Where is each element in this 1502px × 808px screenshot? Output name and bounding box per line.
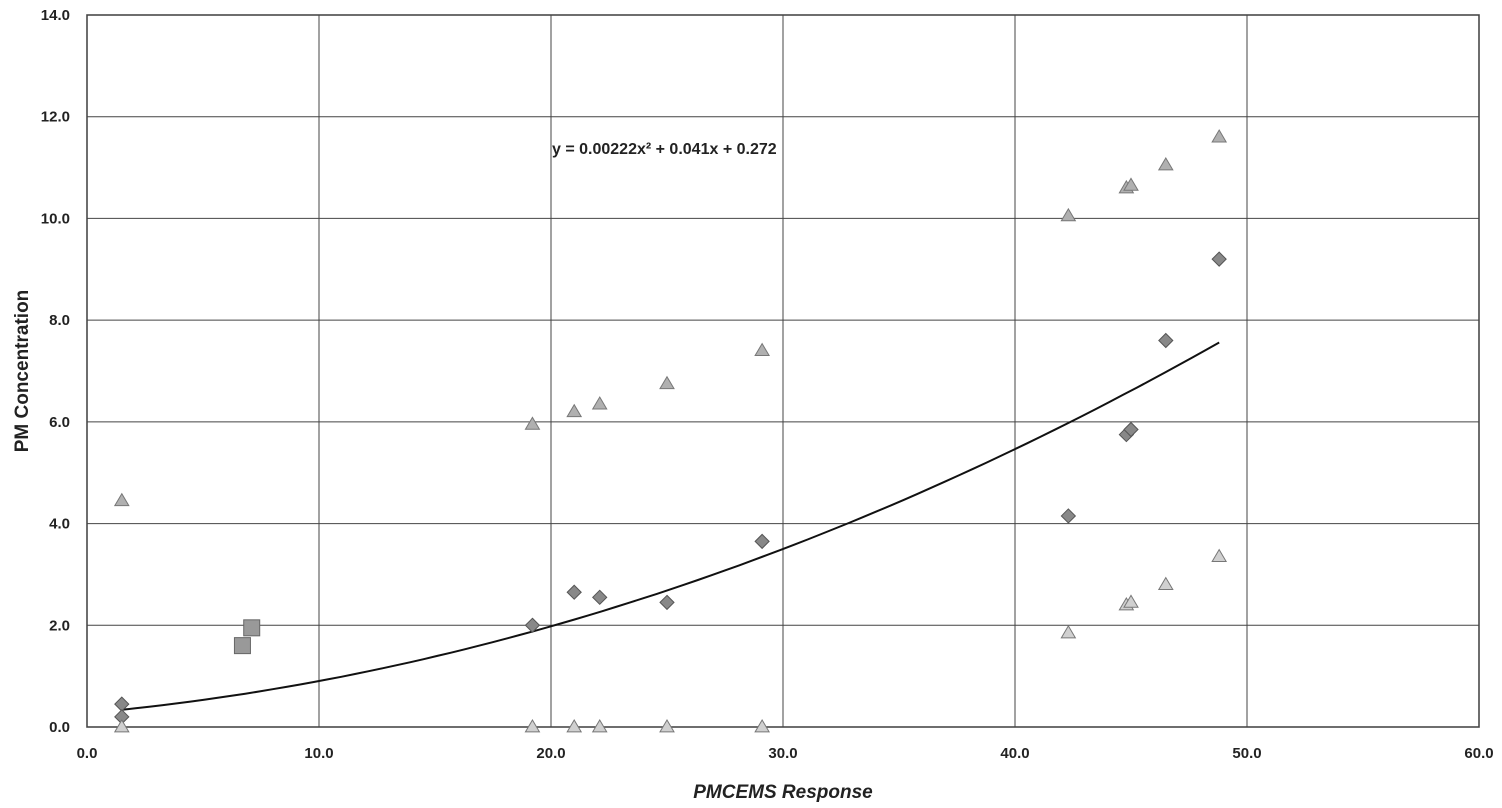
triangle-point <box>1157 157 1174 171</box>
square-point <box>243 619 261 637</box>
gridlines <box>86 14 1480 728</box>
x-tick-label: 30.0 <box>768 745 797 762</box>
data-points <box>113 129 1228 733</box>
y-tick-label: 10.0 <box>41 210 70 227</box>
triangle-point <box>1060 207 1077 222</box>
triangle-point <box>1211 548 1228 563</box>
diamond-point <box>1123 421 1139 438</box>
y-axis-label: PM Concentration <box>12 290 33 453</box>
trendline-equation: y = 0.00222x² + 0.041x + 0.272 <box>552 141 777 158</box>
x-tick-label: 0.0 <box>77 745 98 762</box>
triangle-point <box>1211 129 1228 143</box>
y-tick-label: 6.0 <box>49 414 70 431</box>
triangle-point <box>113 719 130 733</box>
triangle-point <box>1123 177 1139 191</box>
x-axis-label: PMCEMS Response <box>693 782 873 803</box>
triangle-point <box>1157 576 1174 590</box>
y-tick-label: 4.0 <box>49 516 70 533</box>
diamond-point <box>1158 332 1174 349</box>
triangle-point <box>524 719 541 733</box>
triangle-point <box>1123 594 1139 608</box>
diamond-point <box>754 533 770 550</box>
triangle-point <box>566 403 583 418</box>
diamond-point <box>1211 251 1227 267</box>
y-tick-label: 8.0 <box>49 312 70 329</box>
x-axis-ticks: 0.0 10.0 20.0 30.0 40.0 50.0 60.0 <box>77 745 1494 762</box>
triangle-point <box>591 396 608 410</box>
y-tick-label: 12.0 <box>41 109 70 126</box>
triangle-point <box>113 492 130 507</box>
y-tick-label: 14.0 <box>41 7 70 24</box>
triangle-point <box>659 719 675 733</box>
x-tick-label: 10.0 <box>304 745 333 762</box>
triangle-point <box>754 719 770 733</box>
diamond-point <box>566 584 582 600</box>
y-tick-label: 2.0 <box>49 617 70 634</box>
y-tick-label: 0.0 <box>49 719 70 736</box>
diamond-point <box>592 589 608 606</box>
triangle-point <box>754 342 770 357</box>
triangle-point <box>591 719 608 733</box>
triangle-point <box>1060 624 1077 639</box>
x-tick-label: 60.0 <box>1464 745 1493 762</box>
diamond-point <box>659 594 675 611</box>
trendline-curve <box>121 341 1220 711</box>
square-point <box>233 637 251 655</box>
diamond-point <box>524 617 541 633</box>
y-axis-ticks: 0.0 2.0 4.0 6.0 8.0 10.0 12.0 14.0 <box>41 7 70 736</box>
x-tick-label: 40.0 <box>1000 745 1029 762</box>
x-tick-label: 20.0 <box>536 745 565 762</box>
trendline <box>121 341 1220 711</box>
triangle-point <box>524 416 541 430</box>
diamond-point <box>1060 508 1077 524</box>
triangle-point <box>659 375 675 390</box>
triangle-point <box>566 719 583 733</box>
x-tick-label: 50.0 <box>1232 745 1261 762</box>
